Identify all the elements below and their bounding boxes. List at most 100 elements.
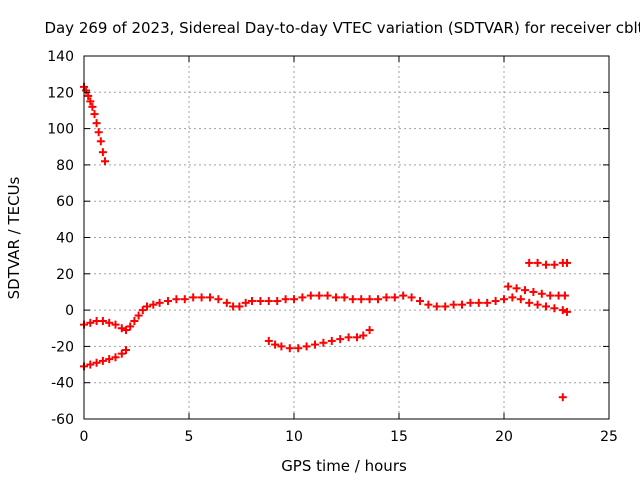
data-point bbox=[441, 302, 450, 311]
data-point bbox=[290, 295, 298, 304]
data-point bbox=[315, 291, 324, 300]
data-points bbox=[80, 82, 571, 402]
data-point bbox=[508, 293, 517, 302]
data-point bbox=[172, 295, 181, 304]
data-point bbox=[143, 302, 151, 311]
data-point bbox=[98, 148, 107, 157]
data-point bbox=[306, 291, 315, 300]
data-point bbox=[271, 340, 280, 349]
data-point bbox=[82, 86, 91, 95]
data-point bbox=[399, 291, 408, 300]
data-point bbox=[94, 128, 103, 137]
data-point bbox=[155, 298, 164, 307]
data-point bbox=[264, 297, 273, 306]
data-point bbox=[563, 258, 571, 267]
data-point bbox=[550, 260, 559, 269]
data-point bbox=[86, 318, 95, 327]
data-point bbox=[302, 342, 311, 351]
y-tick-label: 140 bbox=[47, 49, 74, 65]
data-point bbox=[542, 302, 550, 311]
data-point bbox=[466, 298, 475, 307]
data-point bbox=[323, 291, 332, 300]
data-point bbox=[130, 316, 139, 325]
data-point bbox=[111, 353, 120, 362]
data-point bbox=[550, 304, 559, 313]
data-point bbox=[111, 320, 120, 329]
data-point bbox=[98, 316, 107, 325]
data-point bbox=[206, 293, 214, 302]
grid-lines bbox=[84, 56, 609, 419]
data-point bbox=[432, 302, 441, 311]
data-point bbox=[138, 306, 147, 315]
data-point bbox=[105, 318, 114, 327]
data-point bbox=[537, 289, 546, 298]
data-point bbox=[359, 331, 368, 340]
data-point bbox=[101, 157, 109, 166]
y-tick-label: -40 bbox=[51, 376, 74, 392]
y-tick-label: -20 bbox=[51, 339, 74, 355]
data-point bbox=[483, 298, 492, 307]
data-point bbox=[189, 293, 198, 302]
data-point bbox=[374, 295, 382, 304]
data-point bbox=[416, 297, 424, 306]
data-point bbox=[90, 110, 99, 119]
data-point bbox=[86, 360, 95, 369]
data-point bbox=[164, 297, 172, 306]
data-point bbox=[474, 298, 483, 307]
data-point bbox=[500, 295, 508, 304]
data-point bbox=[542, 260, 550, 269]
data-point bbox=[298, 293, 307, 302]
y-tick-label: 40 bbox=[56, 231, 74, 247]
data-point bbox=[449, 300, 458, 309]
y-tick-label: 80 bbox=[56, 158, 74, 174]
data-point bbox=[264, 336, 273, 345]
data-point bbox=[122, 326, 130, 335]
data-point bbox=[458, 300, 466, 309]
data-point bbox=[197, 293, 206, 302]
data-point bbox=[332, 293, 340, 302]
data-point bbox=[504, 282, 513, 291]
data-point bbox=[560, 291, 569, 300]
x-tick-label: 15 bbox=[390, 429, 408, 445]
data-point bbox=[407, 293, 416, 302]
data-point bbox=[285, 344, 294, 353]
data-point bbox=[126, 322, 135, 331]
data-point bbox=[134, 311, 143, 320]
data-point bbox=[348, 295, 357, 304]
data-point bbox=[382, 293, 391, 302]
data-point bbox=[241, 298, 250, 307]
data-point bbox=[365, 295, 374, 304]
data-point bbox=[357, 295, 366, 304]
data-point bbox=[563, 307, 571, 316]
y-tick-label: 120 bbox=[47, 85, 74, 101]
y-tick-label: -60 bbox=[51, 412, 74, 428]
y-tick-label: 0 bbox=[65, 303, 74, 319]
data-point bbox=[365, 326, 374, 335]
data-point bbox=[340, 293, 349, 302]
data-point bbox=[424, 300, 433, 309]
y-axis-label: SDTVAR / TECUs bbox=[5, 176, 23, 299]
data-point bbox=[277, 342, 286, 351]
data-point bbox=[98, 356, 107, 365]
data-point bbox=[122, 346, 130, 355]
data-point bbox=[525, 258, 534, 267]
data-point bbox=[105, 355, 114, 364]
data-point bbox=[516, 295, 525, 304]
data-point bbox=[117, 349, 126, 358]
data-point bbox=[222, 298, 231, 307]
y-tick-label: 20 bbox=[56, 267, 74, 283]
x-tick-label: 10 bbox=[285, 429, 303, 445]
data-point bbox=[521, 286, 529, 295]
chart-title: Day 269 of 2023, Sidereal Day-to-day VTE… bbox=[44, 19, 640, 37]
x-tick-label: 20 bbox=[495, 429, 513, 445]
data-point bbox=[353, 333, 361, 342]
data-point bbox=[117, 324, 126, 333]
axis-ticks: 0 5 10 15 20 25 140 120 100 80 60 40 20 0 -20 -40 -60 bbox=[47, 49, 618, 445]
data-point bbox=[273, 297, 282, 306]
data-point bbox=[248, 297, 256, 306]
y-tick-label: 100 bbox=[47, 122, 74, 138]
data-point bbox=[311, 340, 319, 349]
data-point bbox=[319, 338, 328, 347]
data-point bbox=[512, 284, 521, 293]
